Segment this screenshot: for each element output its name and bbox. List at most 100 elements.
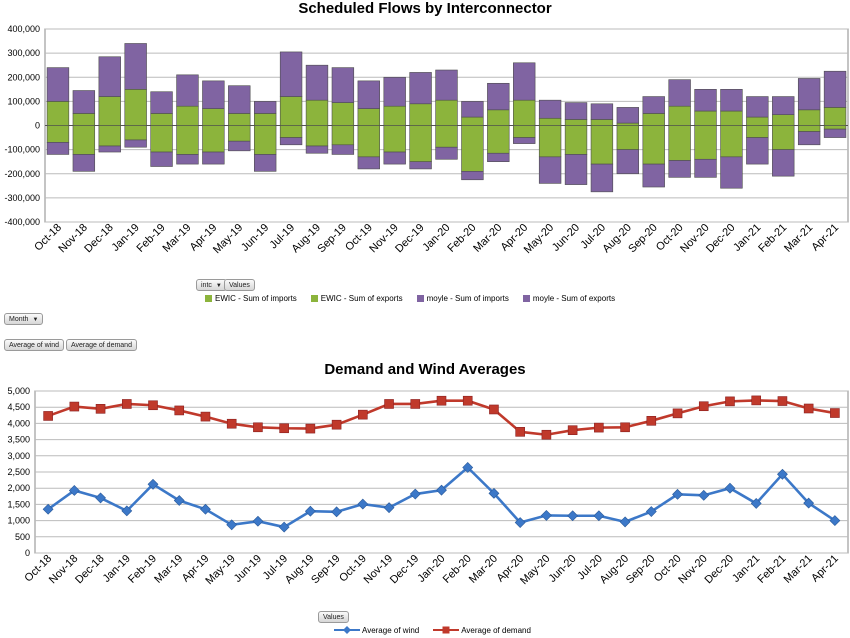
data-point [541, 429, 552, 440]
data-point [357, 498, 369, 510]
bar [823, 128, 847, 138]
bar [694, 158, 717, 178]
data-point [830, 408, 840, 418]
bar [72, 90, 96, 114]
data-point [95, 492, 106, 504]
bar [150, 91, 173, 114]
average-of-demand-button[interactable]: Average of demand [66, 339, 137, 351]
bar [176, 154, 199, 165]
bar [124, 43, 147, 90]
bar [797, 131, 821, 146]
flows-chart-title: Scheduled Flows by Interconnector [298, 0, 552, 17]
data-point [305, 423, 316, 434]
data-point [829, 515, 841, 527]
bar [720, 125, 743, 158]
bar [409, 72, 432, 105]
bar [98, 96, 121, 126]
data-point [724, 482, 736, 494]
y-tick-label: 200,000 [7, 72, 40, 82]
x-tick-label: Mar-20 [467, 553, 500, 586]
bar [124, 125, 147, 141]
y-tick-label: 400,000 [7, 24, 40, 34]
data-point [645, 506, 657, 517]
dropdown-arrow-icon: ▼ [32, 317, 39, 323]
bar [772, 114, 795, 126]
data-point [384, 399, 394, 409]
values-field-button-2[interactable]: Values [318, 611, 349, 623]
legend-label: Average of wind [362, 625, 420, 635]
bar [461, 116, 484, 126]
bar [668, 79, 691, 107]
bar [461, 171, 484, 181]
x-tick-label: Mar-21 [782, 553, 815, 586]
y-tick-label: 0 [35, 121, 40, 131]
data-point [436, 395, 447, 406]
data-point [173, 495, 185, 506]
data-point [121, 505, 133, 517]
bar [461, 125, 484, 172]
x-tick-label: Dec-20 [704, 222, 738, 256]
x-tick-label: Dec-19 [388, 553, 422, 587]
bar [694, 110, 717, 126]
data-point [200, 503, 211, 515]
bar [331, 67, 355, 103]
bar [409, 125, 432, 162]
bar [124, 89, 147, 126]
intc-filter-label: intc [201, 282, 212, 289]
y-tick-label: 2,500 [7, 467, 30, 477]
bar [668, 125, 691, 161]
series-line [47, 465, 836, 529]
data-point [462, 395, 473, 406]
x-tick-label: Jun-20 [546, 553, 578, 585]
bar [228, 85, 251, 114]
bar [202, 108, 225, 126]
legend-item: EWIC - Sum of exports [310, 294, 403, 303]
data-point [68, 485, 80, 496]
bar [642, 163, 665, 188]
data-point [725, 396, 735, 407]
data-point [279, 423, 289, 434]
bar [616, 107, 640, 124]
bar [150, 125, 173, 153]
intc-filter-button[interactable]: intc ▼ [196, 279, 227, 291]
bar [305, 145, 329, 154]
x-tick-label: Mar-19 [152, 553, 185, 586]
x-tick-label: Dec-20 [703, 553, 737, 587]
legend-swatch [205, 295, 212, 302]
bar [487, 125, 510, 154]
x-tick-label: Sep-19 [309, 553, 343, 587]
bar [642, 125, 665, 165]
month-axis-button[interactable]: Month ▼ [4, 313, 44, 325]
bar [253, 113, 277, 126]
bar [538, 125, 562, 158]
y-tick-label: 2,000 [7, 483, 30, 493]
values-field-button[interactable]: Values [224, 279, 255, 291]
bar [176, 74, 199, 107]
data-point [304, 505, 316, 517]
y-tick-label: 500 [15, 532, 30, 542]
bar [642, 113, 665, 126]
x-tick-label: Sep-20 [624, 553, 658, 587]
bar [279, 137, 303, 146]
x-tick-label: Feb-19 [126, 553, 159, 586]
x-tick-label: Apr-21 [809, 222, 841, 254]
bar [305, 125, 329, 147]
bar [797, 78, 821, 111]
legend-item: moyle - Sum of imports [416, 294, 509, 303]
bar [487, 152, 510, 162]
data-point [69, 401, 80, 412]
y-tick-label: 4,000 [7, 418, 30, 428]
legend-item: Average of wind [334, 625, 419, 635]
legend-label: EWIC - Sum of exports [320, 294, 403, 303]
data-point [488, 487, 500, 499]
data-point [121, 399, 132, 409]
data-point [331, 506, 343, 518]
data-point [750, 498, 762, 509]
bar [228, 113, 251, 126]
average-of-wind-button[interactable]: Average of wind [4, 339, 65, 351]
legend-label: moyle - Sum of exports [532, 294, 616, 303]
legend-square-marker [433, 626, 460, 634]
data-point [777, 468, 788, 480]
y-tick-label: -300,000 [4, 193, 40, 203]
bar [772, 125, 795, 150]
